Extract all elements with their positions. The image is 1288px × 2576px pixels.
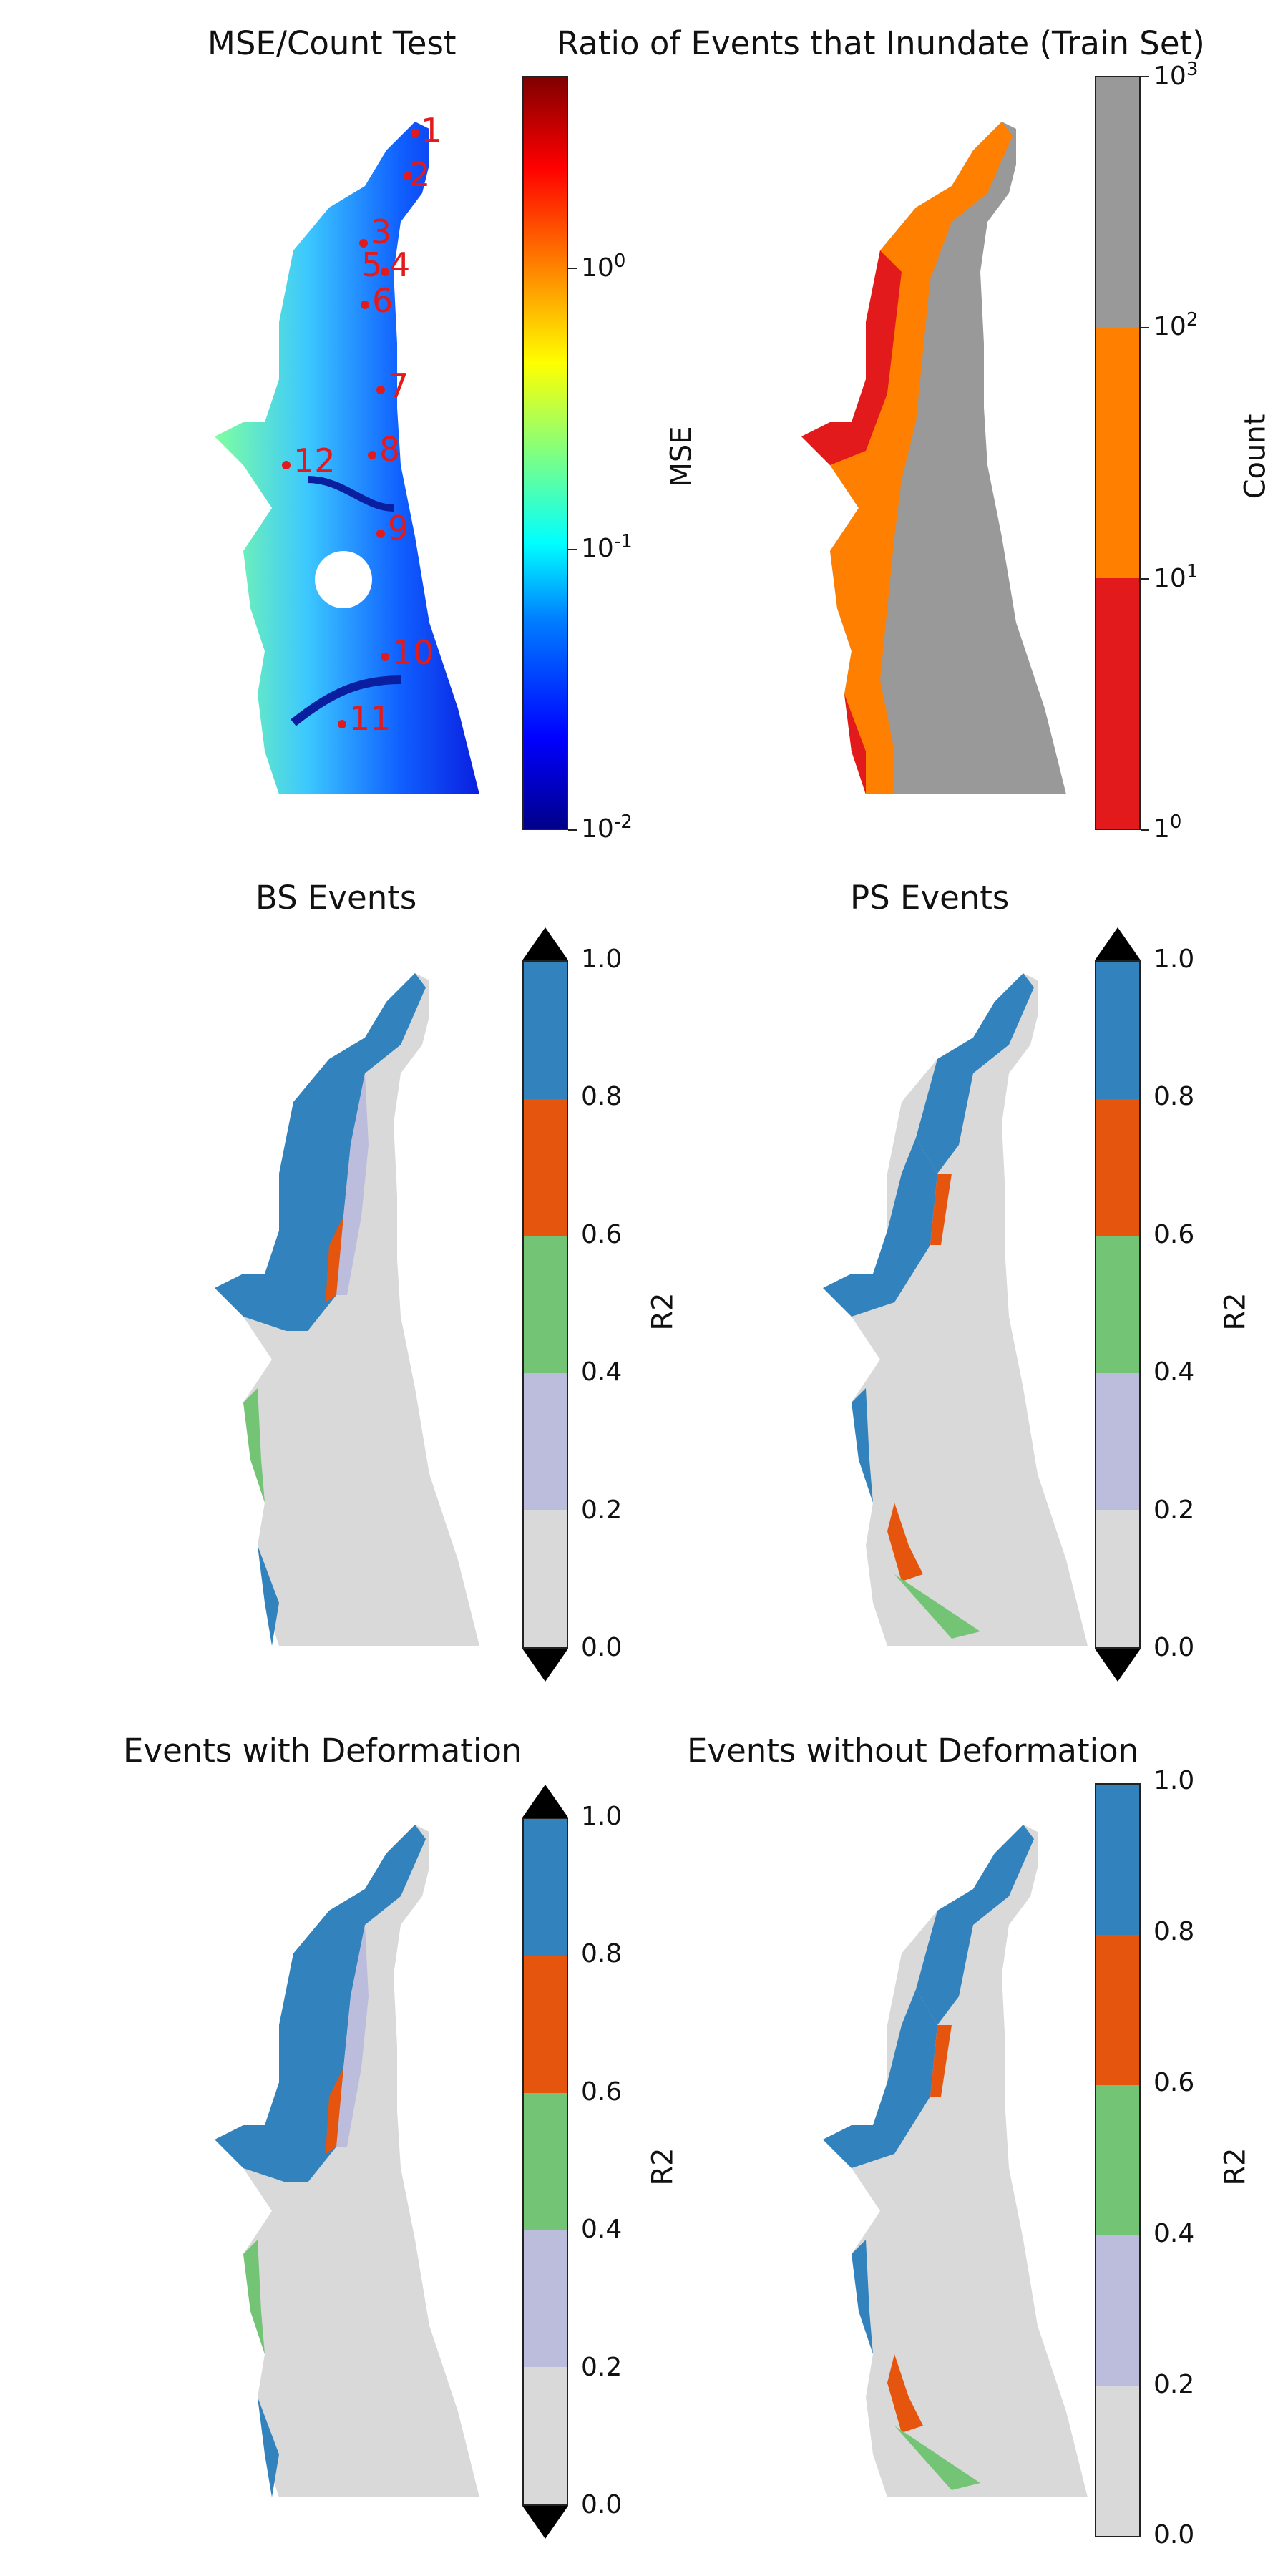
marker-label-4: 4	[389, 245, 410, 284]
marker-label-5: 5	[361, 245, 382, 284]
colorbar-label-ps: R2	[1219, 1292, 1252, 1331]
colorbar-r2-ps	[1095, 960, 1141, 1649]
ps-tick-5: 1.0	[1153, 945, 1195, 974]
ps-tick-2: 0.4	[1153, 1357, 1195, 1387]
count-tick-1: 101	[1153, 561, 1199, 593]
without-def-tick-1: 0.2	[1153, 2370, 1195, 2399]
mse-tick-0: 100	[581, 250, 626, 283]
with-def-tick-4: 0.8	[581, 1939, 623, 1968]
bs-tick-2: 0.4	[581, 1357, 623, 1387]
marker-label-6: 6	[372, 281, 393, 320]
marker-label-10: 10	[392, 633, 434, 672]
without-def-tick-3: 0.6	[1153, 2068, 1195, 2097]
without-def-tick-0: 0.0	[1153, 2520, 1195, 2550]
colorbar-count	[1095, 76, 1141, 830]
colorbar-extend-max-bs	[522, 927, 568, 960]
marker-label-11: 11	[349, 699, 391, 738]
location-markers: 1 2 3 4 5 6 7 8 9 10 11 12	[282, 111, 441, 738]
marker-label-3: 3	[371, 213, 391, 251]
count-bin-high	[1096, 77, 1139, 328]
without-def-tick-4: 0.8	[1153, 1917, 1195, 1946]
bs-tick-4: 0.8	[581, 1082, 623, 1111]
marker-label-12: 12	[293, 441, 336, 480]
marker-label-7: 7	[388, 366, 409, 405]
map-with-deformation	[215, 1825, 479, 2497]
with-def-tick-5: 1.0	[581, 1802, 623, 1831]
panel-title-with-deformation: Events with Deformation	[123, 1732, 522, 1770]
marker-dot-3	[359, 239, 368, 248]
marker-dot-11	[338, 720, 346, 728]
colorbar-label-count: Count	[1239, 414, 1272, 499]
colorbar-label-mse: MSE	[665, 426, 698, 487]
marker-dot-2	[404, 172, 412, 180]
panel-title-ps: PS Events	[850, 879, 1010, 917]
colorbar-extend-max-with-deformation	[522, 1785, 568, 1818]
colorbar-r2-with-deformation	[522, 1818, 568, 2506]
count-tick-2: 102	[1153, 309, 1199, 341]
colorbar-extend-max-ps	[1095, 927, 1141, 960]
panel-title-ratio: Ratio of Events that Inundate (Train Set…	[557, 24, 1205, 62]
ps-tick-1: 0.2	[1153, 1496, 1195, 1525]
marker-label-8: 8	[379, 430, 400, 469]
marker-label-9: 9	[388, 509, 409, 547]
colorbar-extend-min-ps	[1095, 1649, 1141, 1682]
ps-tick-4: 0.8	[1153, 1082, 1195, 1111]
with-def-tick-2: 0.4	[581, 2215, 623, 2244]
ps-tick-3: 0.6	[1153, 1220, 1195, 1249]
colorbar-mse	[522, 76, 568, 830]
map-ps	[823, 973, 1088, 1646]
count-bin-low	[1096, 578, 1139, 829]
marker-dot-1	[411, 129, 419, 137]
with-def-tick-1: 0.2	[581, 2353, 623, 2382]
map-without-deformation	[823, 1825, 1088, 2497]
bs-tick-0: 0.0	[581, 1633, 623, 1662]
count-bin-mid	[1096, 328, 1139, 579]
map-mse: 1 2 3 4 5 6 7 8 9 10 11 12	[215, 111, 479, 794]
marker-dot-12	[282, 461, 291, 469]
without-def-tick-5: 1.0	[1153, 1766, 1195, 1795]
marker-dot-9	[376, 530, 385, 538]
with-def-tick-3: 0.6	[581, 2077, 623, 2107]
colorbar-extend-min-bs	[522, 1649, 568, 1682]
map-bs	[215, 973, 479, 1646]
panel-title-without-deformation: Events without Deformation	[687, 1732, 1139, 1770]
marker-dot-4	[381, 268, 389, 276]
colorbar-r2-without-deformation	[1095, 1783, 1141, 2537]
mse-tick-neg2: 10-2	[581, 811, 633, 844]
colorbar-r2-bs	[522, 960, 568, 1649]
bs-tick-5: 1.0	[581, 945, 623, 974]
bs-tick-1: 0.2	[581, 1496, 623, 1525]
marker-dot-6	[361, 301, 369, 309]
map-ratio	[801, 122, 1066, 794]
marker-label-1: 1	[421, 111, 441, 150]
count-tick-3: 103	[1153, 59, 1199, 91]
panel-title-bs: BS Events	[255, 879, 417, 917]
colorbar-extend-min-with-deformation	[522, 2506, 568, 2539]
without-def-tick-2: 0.4	[1153, 2219, 1195, 2248]
count-tick-0: 10	[1153, 811, 1182, 844]
marker-dot-8	[368, 451, 376, 459]
marker-label-2: 2	[409, 155, 430, 194]
ps-tick-0: 0.0	[1153, 1633, 1195, 1662]
colorbar-label-without-deformation: R2	[1219, 2147, 1252, 2186]
mse-tick-neg1: 10-1	[581, 531, 633, 563]
marker-dot-7	[376, 386, 385, 394]
colorbar-label-with-deformation: R2	[646, 2147, 680, 2186]
colorbar-label-bs: R2	[646, 1292, 680, 1331]
bs-tick-3: 0.6	[581, 1220, 623, 1249]
with-def-tick-0: 0.0	[581, 2490, 623, 2519]
panel-title-mse: MSE/Count Test	[208, 24, 457, 62]
marker-dot-10	[381, 653, 389, 661]
